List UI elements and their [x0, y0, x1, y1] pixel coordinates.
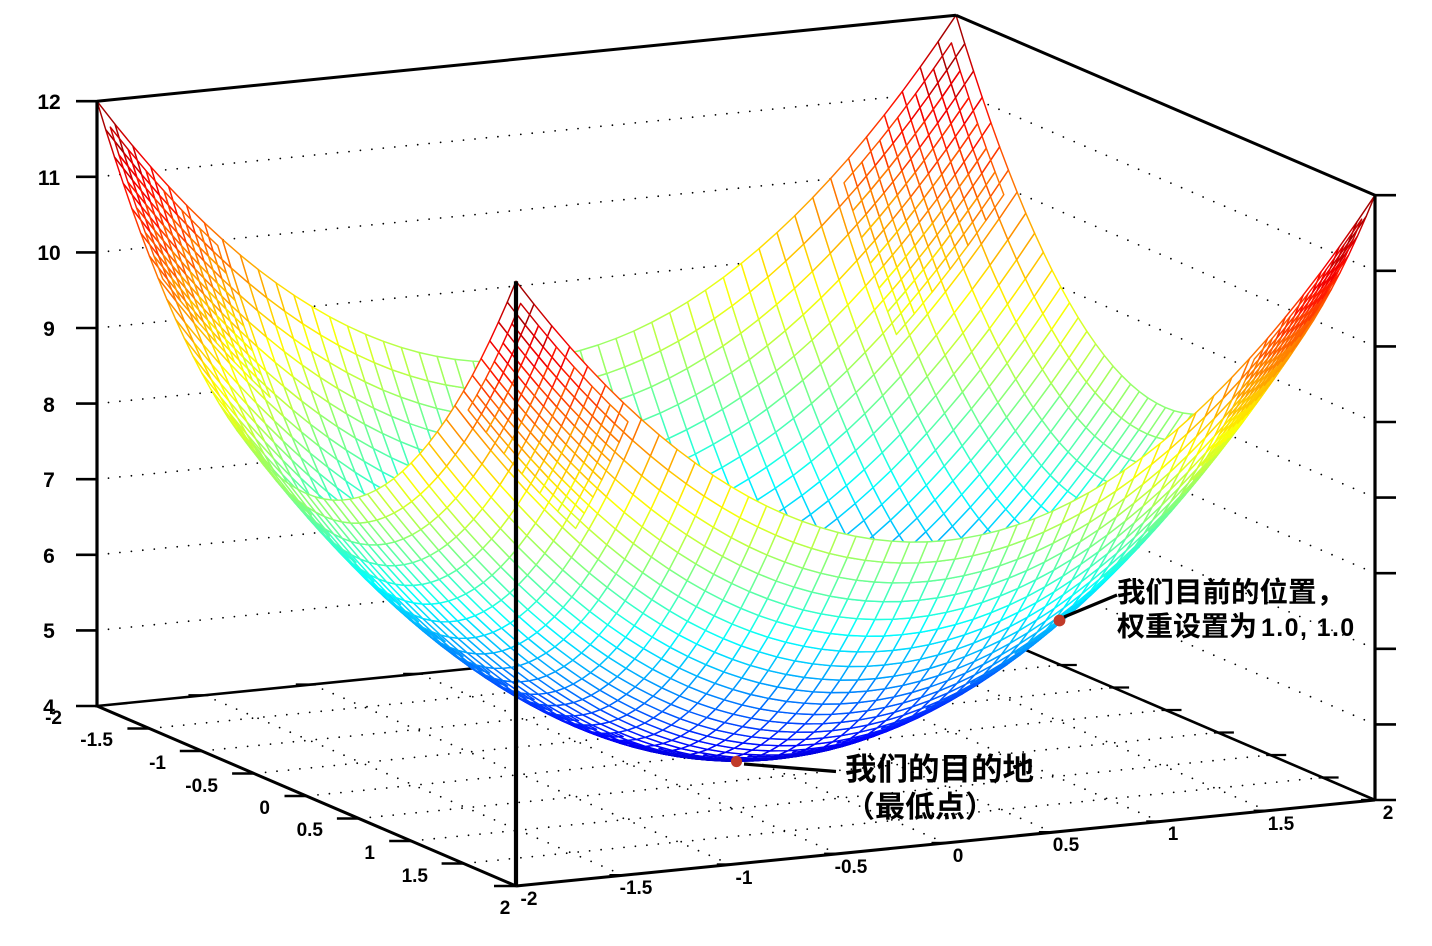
svg-text:4: 4 [43, 696, 55, 719]
svg-text:-1: -1 [736, 868, 753, 889]
svg-text:0: 0 [259, 798, 270, 819]
svg-text:-0.5: -0.5 [835, 857, 868, 878]
svg-text:1.5: 1.5 [402, 866, 429, 887]
svg-text:7: 7 [43, 469, 55, 492]
svg-text:8: 8 [43, 394, 55, 417]
svg-text:-0.5: -0.5 [185, 776, 218, 797]
svg-text:1.0, 1.0: 1.0, 1.0 [1261, 614, 1356, 642]
svg-text:1.5: 1.5 [1268, 814, 1295, 835]
svg-text:-1.5: -1.5 [80, 730, 113, 751]
svg-text:1: 1 [1168, 824, 1179, 845]
svg-text:2: 2 [1383, 803, 1394, 824]
svg-text:9: 9 [43, 318, 55, 341]
svg-text:0.5: 0.5 [1053, 835, 1080, 856]
svg-text:-2: -2 [521, 889, 538, 910]
svg-text:11: 11 [38, 167, 61, 190]
svg-text:10: 10 [37, 242, 60, 265]
svg-text:-1: -1 [149, 753, 166, 774]
svg-text:1: 1 [364, 843, 375, 864]
svg-text:2: 2 [500, 898, 511, 919]
svg-text:0.5: 0.5 [297, 820, 324, 841]
svg-text:-1.5: -1.5 [620, 878, 653, 899]
svg-text:6: 6 [43, 545, 55, 568]
svg-text:5: 5 [43, 620, 55, 643]
svg-text:-2: -2 [45, 708, 62, 729]
svg-text:0: 0 [953, 846, 964, 867]
svg-text:12: 12 [37, 91, 60, 114]
